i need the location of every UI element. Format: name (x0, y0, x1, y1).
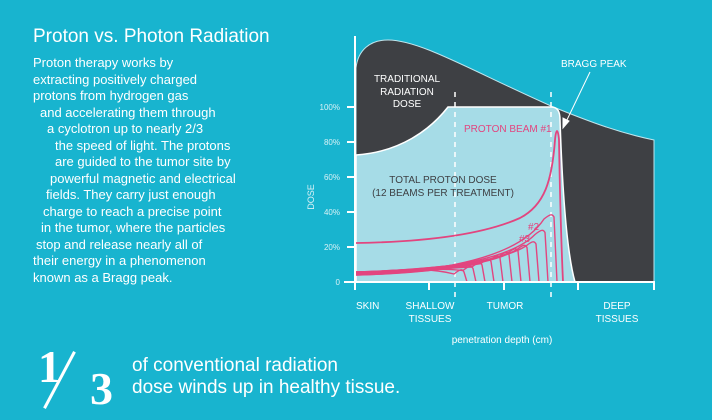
y-tick-label: 0 (336, 278, 341, 287)
description-line: extracting positively charged (33, 71, 198, 87)
description-line: a cyclotron up to nearly 2/3 (47, 121, 204, 136)
proton-beam-curve (355, 229, 549, 283)
description-line: their energy in a phenomenon (33, 253, 206, 268)
proton-dose-area (355, 106, 576, 283)
proton-beam-1-label: PROTON BEAM #1 (464, 124, 552, 135)
x-ticks (354, 282, 655, 290)
stat-line-1: of conventional radiation (132, 355, 338, 376)
x-region-tumor: TUMOR (487, 301, 524, 312)
beam-curves (355, 214, 558, 283)
svg-text:TRADITIONAL: TRADITIONAL (374, 74, 441, 85)
description-line: powerful magnetic and electrical (50, 170, 236, 186)
y-tick-label: 20% (324, 243, 340, 252)
description-line: are guided to the tumor site by (55, 154, 231, 169)
beam-2-label: #2 (528, 222, 540, 233)
x-region-shallow: SHALLOW (406, 301, 455, 312)
proton-beam-curve (355, 214, 558, 283)
page-title: Proton vs. Photon Radiation (33, 26, 270, 47)
y-tick-label: 60% (324, 173, 340, 182)
description-line: in the tumor, where the particles (41, 220, 226, 235)
x-axis-label: penetration depth (cm) (452, 335, 553, 346)
description-line: fields. They carry just enough (46, 187, 216, 202)
description-line: known as a Bragg peak. (33, 269, 173, 285)
svg-text:(12 BEAMS PER TREATMENT): (12 BEAMS PER TREATMENT) (372, 188, 514, 199)
description-line: Proton therapy works by (33, 55, 174, 70)
description-line: protons from hydrogen gas (33, 88, 189, 103)
svg-text:RADIATION: RADIATION (380, 87, 434, 98)
fraction-numerator: 1 (38, 341, 61, 392)
y-tick-label: 40% (324, 208, 340, 217)
x-region-deep-2: TISSUES (596, 314, 639, 325)
description-line: stop and release nearly all of (36, 236, 203, 252)
proton-beam-curve (355, 241, 540, 283)
total-proton-label: TOTAL PROTON DOSE (12 BEAMS PER TREATMEN… (372, 175, 514, 199)
stat-text: of conventional radiation dose winds up … (132, 355, 400, 399)
x-region-shallow-2: TISSUES (409, 314, 452, 325)
traditional-label: TRADITIONAL RADIATION DOSE (374, 74, 441, 110)
svg-text:TOTAL PROTON DOSE: TOTAL PROTON DOSE (389, 175, 497, 186)
x-region-skin: SKIN (356, 301, 379, 312)
description-line: and accelerating them through (40, 104, 216, 120)
y-tick-label: 100% (320, 103, 340, 112)
svg-text:DOSE: DOSE (393, 99, 422, 110)
x-region-deep: DEEP (603, 301, 631, 312)
proton-beam-1-curve (355, 130, 564, 283)
description-line: charge to reach a precise point (43, 203, 222, 219)
fraction-denominator: 3 (90, 363, 113, 414)
description-line: the speed of light. The protons (55, 137, 231, 153)
beam-3-label: #3 (519, 234, 531, 245)
bragg-peak-arrow (562, 71, 591, 130)
description-text: Proton therapy works by extracting positi… (0, 55, 236, 286)
bragg-peak-label: BRAGG PEAK (561, 59, 627, 70)
y-tick-label: 80% (324, 138, 340, 147)
stat-line-2: dose winds up in healthy tissue. (132, 377, 401, 398)
y-axis-label: DOSE (306, 184, 316, 210)
